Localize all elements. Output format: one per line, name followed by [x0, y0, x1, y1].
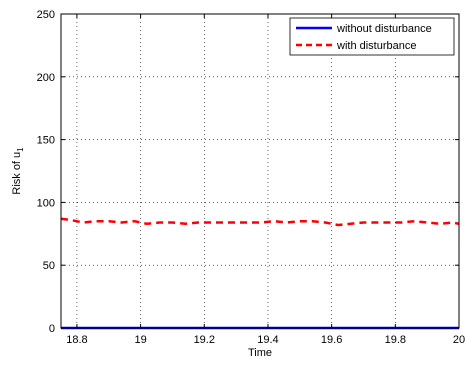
y-tick-label: 100	[37, 197, 55, 209]
legend-label-with-disturbance: with disturbance	[336, 40, 417, 52]
x-tick-label: 20	[453, 334, 465, 346]
legend: without disturbance with disturbance	[289, 17, 455, 56]
y-tick-label: 150	[37, 135, 55, 147]
x-axis-label: Time	[248, 347, 272, 359]
y-axis-label-main: Risk of u	[11, 152, 23, 195]
y-tick-label: 200	[37, 72, 55, 84]
legend-label-without-disturbance: without disturbance	[336, 23, 432, 35]
x-tick-label: 19	[134, 334, 146, 346]
y-axis-label: Risk of u1	[11, 147, 25, 195]
y-axis-label-subscript: 1	[16, 147, 25, 152]
y-tick-label: 50	[43, 260, 55, 272]
x-tick-label: 19.8	[385, 334, 406, 346]
x-tick-label: 19.6	[321, 334, 342, 346]
legend-box	[289, 17, 455, 56]
x-tick-label: 19.4	[257, 334, 278, 346]
x-tick-label: 18.8	[66, 334, 87, 346]
y-tick-label: 250	[37, 9, 55, 21]
series-line-with-disturbance	[60, 217, 460, 227]
plot-background	[61, 14, 459, 328]
x-tick-label: 19.2	[194, 334, 215, 346]
y-tick-label: 0	[49, 323, 55, 335]
plot-frame	[60, 13, 460, 329]
